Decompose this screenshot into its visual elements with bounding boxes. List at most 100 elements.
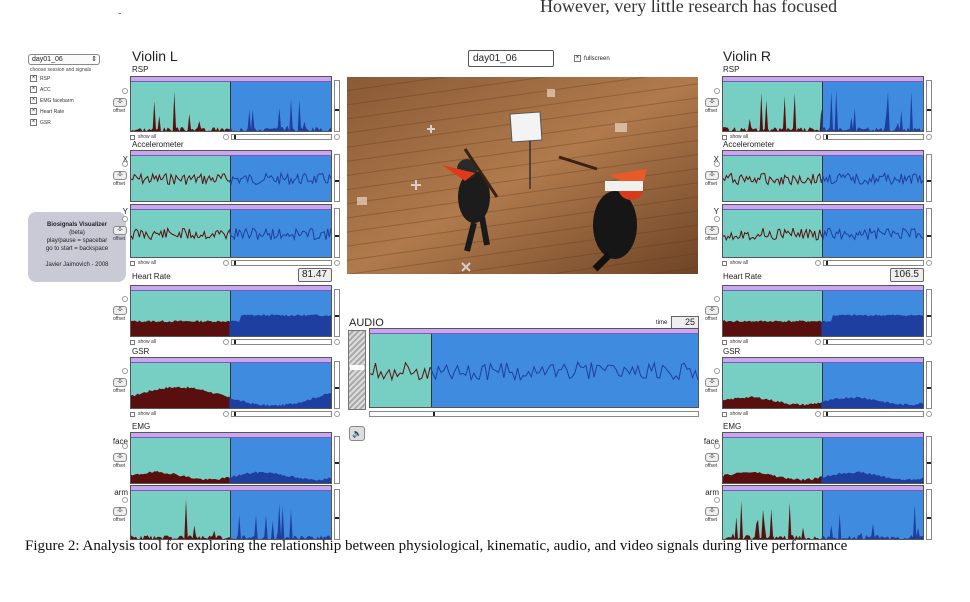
show-all-toggle[interactable]: show all — [130, 411, 156, 417]
plot-vertical-scrollbar[interactable] — [926, 436, 932, 484]
offset-knob[interactable] — [714, 295, 720, 302]
signal-checkbox-heart-rate[interactable]: × Heart Rate — [30, 108, 64, 115]
plot-vertical-scrollbar[interactable] — [334, 361, 340, 409]
signal-plot[interactable] — [130, 432, 332, 484]
offset-knob[interactable] — [714, 215, 720, 222]
scrollbar-thumb[interactable] — [927, 235, 931, 238]
plot-end-knob[interactable] — [334, 260, 340, 266]
offset-button[interactable]: -0- — [113, 452, 127, 462]
offset-button[interactable]: -0- — [113, 98, 127, 108]
plot-vertical-scrollbar[interactable] — [334, 154, 340, 202]
plot-vertical-scrollbar[interactable] — [926, 489, 932, 540]
plot-horizontal-scrollbar[interactable] — [231, 134, 332, 140]
offset-button[interactable]: -0- — [705, 305, 719, 315]
plot-end-knob[interactable] — [334, 134, 340, 140]
session-select[interactable]: day01_06 ⇕ — [28, 54, 100, 65]
offset-knob[interactable] — [714, 367, 720, 374]
signal-plot[interactable] — [722, 150, 924, 202]
audio-volume-slider[interactable] — [348, 330, 366, 410]
zoom-knob[interactable] — [223, 134, 229, 140]
scrollbar-thumb[interactable] — [234, 340, 236, 344]
zoom-knob[interactable] — [815, 411, 821, 417]
offset-button[interactable]: -0- — [113, 507, 127, 516]
signal-checkbox-emg[interactable]: × EMG facebarm — [30, 97, 74, 104]
plot-vertical-scrollbar[interactable] — [334, 208, 340, 258]
signal-plot[interactable] — [130, 204, 332, 258]
scrollbar-thumb[interactable] — [432, 412, 435, 416]
offset-knob[interactable] — [122, 367, 128, 374]
offset-knob[interactable] — [714, 442, 720, 449]
offset-button[interactable]: -0- — [705, 98, 719, 108]
fullscreen-toggle[interactable]: × fullscreen — [574, 55, 610, 62]
scrollbar-thumb[interactable] — [335, 108, 339, 111]
scrollbar-thumb[interactable] — [927, 462, 931, 465]
offset-knob[interactable] — [714, 497, 720, 503]
video-player[interactable] — [347, 77, 698, 274]
signal-checkbox-rsp[interactable]: × RSP — [30, 75, 50, 82]
scrollbar-thumb[interactable] — [335, 462, 339, 465]
offset-knob[interactable] — [714, 88, 720, 95]
zoom-knob[interactable] — [815, 134, 821, 140]
plot-vertical-scrollbar[interactable] — [334, 436, 340, 484]
plot-horizontal-scrollbar[interactable] — [823, 260, 924, 266]
signal-plot[interactable] — [130, 76, 332, 132]
signal-plot[interactable] — [722, 76, 924, 132]
show-all-toggle[interactable]: show all — [130, 134, 156, 140]
scrollbar-thumb[interactable] — [335, 315, 339, 318]
offset-button[interactable]: -0- — [705, 377, 719, 387]
signal-checkbox-acc[interactable]: × ACC — [30, 86, 51, 93]
scrollbar-thumb[interactable] — [927, 387, 931, 390]
signal-plot[interactable] — [722, 204, 924, 258]
signal-plot[interactable] — [130, 485, 332, 540]
offset-button[interactable]: -0- — [113, 305, 127, 315]
scrollbar-thumb[interactable] — [826, 135, 828, 139]
plot-end-knob[interactable] — [334, 339, 340, 345]
offset-button[interactable]: -0- — [113, 170, 127, 180]
show-all-toggle[interactable]: show all — [130, 339, 156, 345]
show-all-toggle[interactable]: show all — [722, 260, 748, 266]
offset-button[interactable]: -0- — [705, 507, 719, 516]
signal-plot[interactable] — [130, 150, 332, 202]
scrollbar-thumb[interactable] — [335, 387, 339, 390]
plot-horizontal-scrollbar[interactable] — [231, 260, 332, 266]
show-all-toggle[interactable]: show all — [722, 411, 748, 417]
zoom-knob[interactable] — [223, 260, 229, 266]
signal-plot[interactable] — [722, 432, 924, 484]
plot-horizontal-scrollbar[interactable] — [823, 411, 924, 417]
zoom-knob[interactable] — [815, 260, 821, 266]
plot-vertical-scrollbar[interactable] — [926, 80, 932, 132]
scrollbar-thumb[interactable] — [335, 235, 339, 238]
plot-end-knob[interactable] — [334, 411, 340, 417]
plot-horizontal-scrollbar[interactable] — [823, 134, 924, 140]
show-all-toggle[interactable]: show all — [722, 134, 748, 140]
scrollbar-thumb[interactable] — [335, 180, 339, 183]
signal-plot[interactable] — [130, 285, 332, 337]
signal-plot[interactable] — [722, 357, 924, 409]
plot-vertical-scrollbar[interactable] — [334, 289, 340, 337]
plot-vertical-scrollbar[interactable] — [926, 154, 932, 202]
audio-horizontal-scrollbar[interactable] — [369, 411, 699, 417]
offset-button[interactable]: -0- — [113, 225, 127, 235]
scrollbar-thumb[interactable] — [826, 412, 828, 416]
scrollbar-thumb[interactable] — [234, 261, 236, 265]
scrollbar-thumb[interactable] — [234, 412, 236, 416]
scrollbar-thumb[interactable] — [927, 315, 931, 318]
offset-knob[interactable] — [714, 160, 720, 167]
offset-knob[interactable] — [122, 295, 128, 302]
signal-plot[interactable] — [722, 285, 924, 337]
zoom-knob[interactable] — [815, 339, 821, 345]
signal-plot[interactable] — [130, 357, 332, 409]
offset-button[interactable]: -0- — [705, 225, 719, 235]
offset-button[interactable]: -0- — [705, 170, 719, 180]
plot-horizontal-scrollbar[interactable] — [231, 339, 332, 345]
scrollbar-thumb[interactable] — [927, 108, 931, 111]
video-title-field[interactable]: day01_06 — [468, 50, 554, 67]
offset-button[interactable]: -0- — [705, 452, 719, 462]
scrollbar-thumb[interactable] — [234, 135, 236, 139]
plot-end-knob[interactable] — [926, 339, 932, 345]
speaker-icon[interactable]: 🔈 — [349, 426, 365, 441]
plot-end-knob[interactable] — [926, 134, 932, 140]
audio-waveform[interactable] — [369, 328, 699, 408]
plot-horizontal-scrollbar[interactable] — [231, 411, 332, 417]
offset-knob[interactable] — [122, 497, 128, 503]
